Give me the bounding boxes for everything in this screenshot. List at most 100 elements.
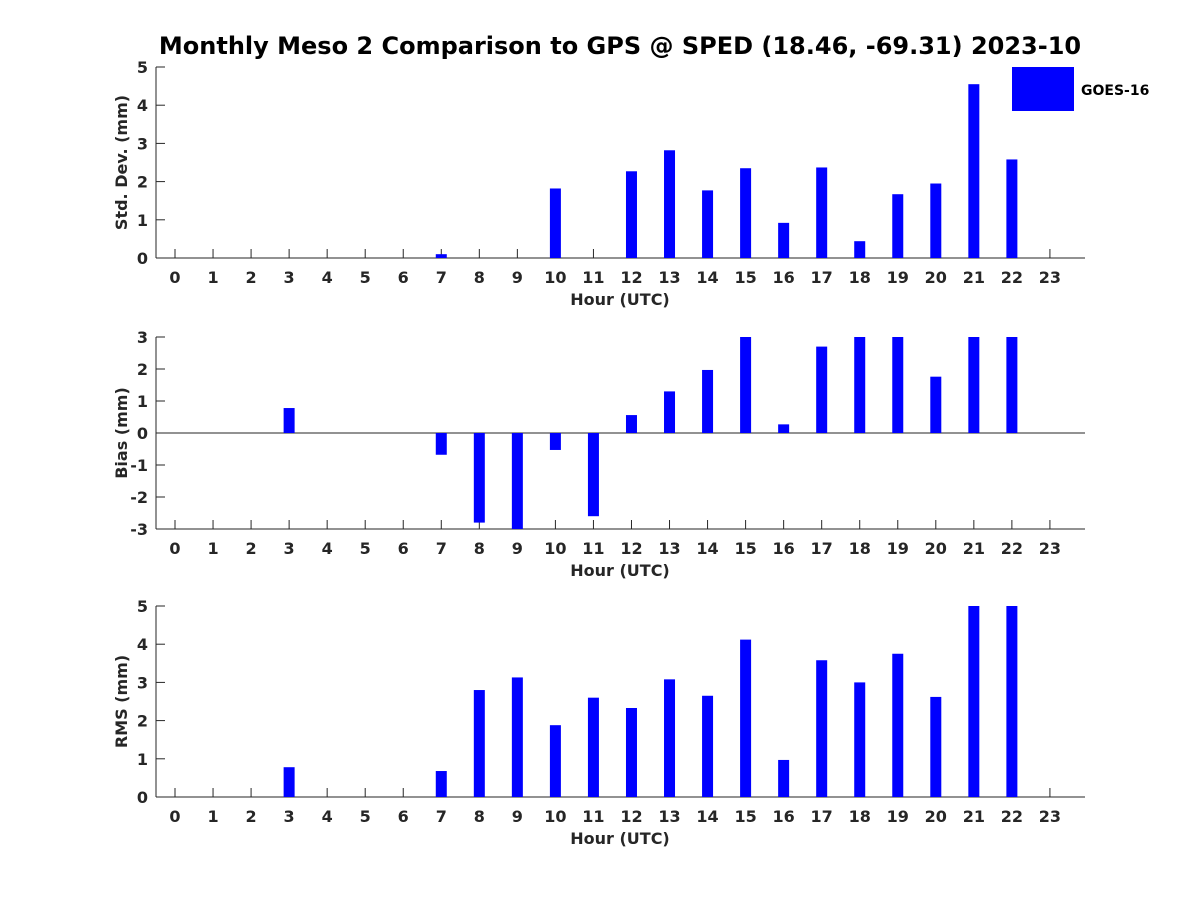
y-axis-label: RMS (mm) (112, 655, 131, 748)
bar-hour-18 (854, 682, 866, 797)
x-tick-label: 18 (849, 539, 871, 558)
bar-hour-9 (511, 433, 523, 529)
bar-hour-12 (625, 415, 637, 433)
x-tick-label: 1 (207, 807, 218, 826)
x-tick-label: 19 (887, 539, 909, 558)
x-tick-label: 1 (207, 268, 218, 287)
x-tick-label: 0 (169, 539, 180, 558)
bar-hour-11 (587, 433, 599, 517)
bar-hour-17 (816, 167, 828, 258)
y-axis-label: Std. Dev. (mm) (112, 95, 131, 230)
x-tick-label: 5 (360, 807, 371, 826)
bar-hour-10 (549, 725, 561, 797)
x-tick-label: 0 (169, 807, 180, 826)
bar-hour-15 (740, 639, 752, 797)
bar-hour-14 (702, 190, 714, 258)
bar-hour-7 (435, 433, 447, 455)
x-tick-label: 20 (925, 539, 947, 558)
x-tick-label: 8 (474, 807, 485, 826)
x-tick-label: 13 (658, 807, 680, 826)
bar-hour-8 (473, 690, 485, 797)
x-tick-label: 2 (246, 807, 257, 826)
bar-hour-21 (968, 84, 980, 258)
legend: GOES-16 (1012, 67, 1149, 111)
y-tick-label: -1 (130, 456, 148, 475)
x-tick-label: 16 (773, 807, 795, 826)
bar-hour-22 (1006, 159, 1018, 258)
y-tick-label: 1 (137, 750, 148, 769)
x-tick-label: 18 (849, 268, 871, 287)
x-tick-label: 11 (582, 268, 604, 287)
bar-hour-7 (435, 771, 447, 797)
x-tick-label: 7 (436, 807, 447, 826)
bar-hour-22 (1006, 337, 1018, 433)
bar-hour-21 (968, 606, 980, 797)
chart-title: Monthly Meso 2 Comparison to GPS @ SPED … (159, 32, 1081, 60)
x-tick-label: 15 (734, 807, 756, 826)
bar-hour-7 (435, 254, 447, 258)
x-tick-label: 21 (963, 268, 985, 287)
x-tick-label: 22 (1001, 539, 1023, 558)
y-tick-label: 4 (137, 635, 148, 654)
x-tick-label: 23 (1039, 539, 1061, 558)
x-tick-label: 13 (658, 539, 680, 558)
y-tick-label: 4 (137, 96, 148, 115)
x-tick-label: 8 (474, 268, 485, 287)
bar-hour-21 (968, 337, 980, 433)
bar-hour-16 (778, 759, 790, 797)
y-tick-label: 0 (137, 424, 148, 443)
bar-hour-13 (664, 679, 676, 797)
x-tick-label: 6 (398, 539, 409, 558)
bar-hour-22 (1006, 606, 1018, 797)
y-tick-label: -3 (130, 520, 148, 539)
y-tick-label: 1 (137, 211, 148, 230)
x-tick-label: 9 (512, 807, 523, 826)
bar-hour-13 (664, 391, 676, 433)
x-tick-label: 11 (582, 807, 604, 826)
x-tick-label: 2 (246, 539, 257, 558)
x-tick-label: 23 (1039, 268, 1061, 287)
x-tick-label: 10 (544, 807, 566, 826)
x-tick-label: 4 (322, 807, 333, 826)
x-tick-label: 23 (1039, 807, 1061, 826)
x-tick-label: 19 (887, 268, 909, 287)
x-tick-label: 9 (512, 268, 523, 287)
y-tick-label: 0 (137, 788, 148, 807)
x-tick-label: 3 (284, 807, 295, 826)
x-tick-label: 1 (207, 539, 218, 558)
x-tick-label: 11 (582, 539, 604, 558)
x-axis-label: Hour (UTC) (570, 561, 670, 580)
y-tick-label: 0 (137, 249, 148, 268)
x-tick-label: 17 (811, 539, 833, 558)
y-tick-label: 3 (137, 673, 148, 692)
x-tick-label: 16 (773, 539, 795, 558)
x-tick-label: 7 (436, 539, 447, 558)
x-tick-label: 4 (322, 539, 333, 558)
bar-hour-3 (283, 767, 295, 797)
y-tick-label: 3 (137, 328, 148, 347)
x-tick-label: 6 (398, 268, 409, 287)
bar-hour-15 (740, 337, 752, 433)
x-tick-label: 3 (284, 539, 295, 558)
x-tick-label: 8 (474, 539, 485, 558)
bar-hour-16 (778, 222, 790, 258)
bar-hour-20 (930, 376, 942, 433)
y-axis-label: Bias (mm) (112, 387, 131, 479)
x-tick-label: 12 (620, 807, 642, 826)
x-tick-label: 22 (1001, 268, 1023, 287)
x-tick-label: 5 (360, 539, 371, 558)
x-tick-label: 9 (512, 539, 523, 558)
x-tick-label: 14 (696, 807, 718, 826)
x-tick-label: 22 (1001, 807, 1023, 826)
x-tick-label: 18 (849, 807, 871, 826)
x-tick-label: 5 (360, 268, 371, 287)
x-tick-label: 14 (696, 268, 718, 287)
x-axis-label: Hour (UTC) (570, 290, 670, 309)
x-tick-label: 16 (773, 268, 795, 287)
x-tick-label: 21 (963, 539, 985, 558)
x-tick-label: 0 (169, 268, 180, 287)
bar-hour-10 (549, 433, 561, 450)
